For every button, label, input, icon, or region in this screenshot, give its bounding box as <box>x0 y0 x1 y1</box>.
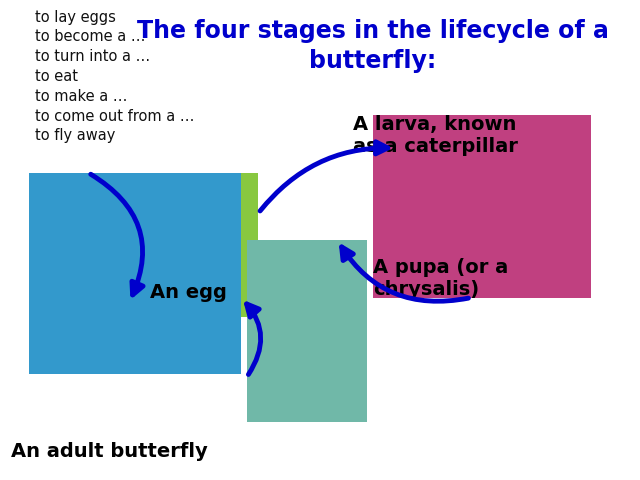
Bar <box>29 173 241 374</box>
Text: A larva, known
as a caterpillar: A larva, known as a caterpillar <box>353 115 518 156</box>
Text: An adult butterfly: An adult butterfly <box>11 442 207 461</box>
Bar <box>118 173 259 317</box>
Bar <box>373 115 591 298</box>
Bar <box>247 240 367 422</box>
Text: The four stages in the lifecycle of a
butterfly:: The four stages in the lifecycle of a bu… <box>137 19 609 73</box>
Text: An egg: An egg <box>150 283 227 302</box>
Text: to lay eggs
to become a …
to turn into a …
to eat
to make a …
to come out from a: to lay eggs to become a … to turn into a… <box>35 10 194 144</box>
Text: A pupa (or a
chrysalis): A pupa (or a chrysalis) <box>373 258 508 299</box>
